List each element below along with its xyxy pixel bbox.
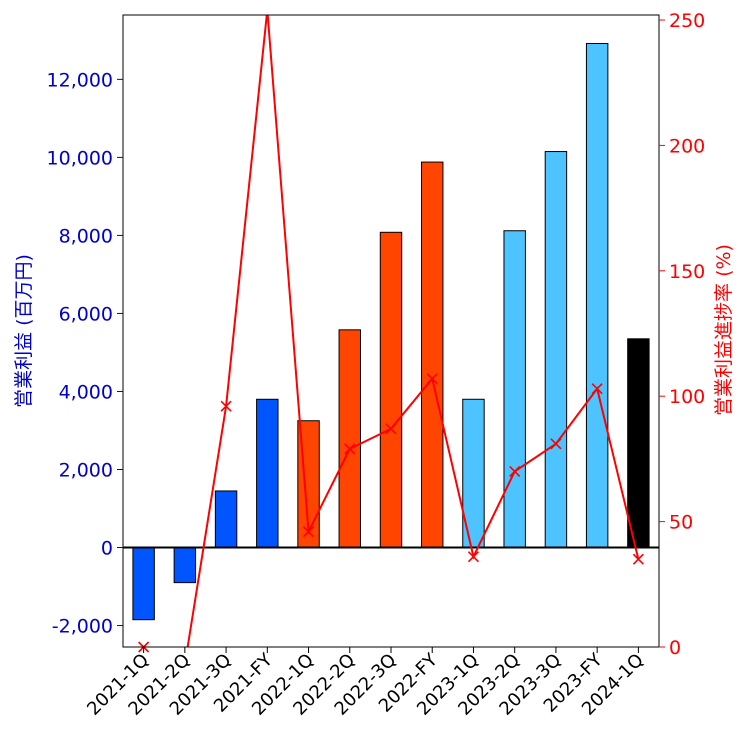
left-tick-label: 12,000	[47, 69, 113, 91]
bar	[214, 490, 238, 549]
right-axis: 0 50 100 150 200 250	[659, 10, 705, 659]
right-tick-label: 50	[669, 512, 693, 534]
left-tick-label: 6,000	[59, 303, 113, 325]
bar	[379, 231, 403, 549]
left-tick-label: 0	[101, 538, 113, 560]
marker-stroke	[509, 465, 521, 478]
ratio-marker	[632, 553, 644, 565]
ratio-marker	[220, 400, 232, 412]
ratio-marker	[302, 526, 315, 538]
marker-stroke	[550, 438, 562, 450]
bar-series	[132, 42, 650, 621]
ratio-marker	[591, 383, 603, 395]
bar	[585, 42, 609, 549]
x-axis: 2021-1Q2021-2Q2021-3Q2021-FY2022-1Q2022-…	[83, 647, 648, 720]
bar	[256, 398, 279, 549]
marker-stroke	[591, 383, 603, 395]
ratio-marker	[426, 373, 438, 385]
left-axis: -2,000 0 2,000 4,000 6,000 8,000 10,000 12,000	[47, 69, 123, 638]
marker-stroke	[302, 526, 315, 538]
right-tick-label: 250	[669, 10, 705, 32]
y-axis-label: 営業利益 (百万円)	[13, 254, 35, 408]
ratio-markers	[138, 373, 644, 653]
marker-stroke	[385, 423, 397, 435]
bar	[503, 230, 526, 549]
ratio-marker	[467, 551, 480, 563]
bar	[421, 161, 444, 549]
left-tick-label: 2,000	[59, 459, 113, 481]
left-tick-label: -2,000	[52, 616, 113, 638]
left-tick-label: 4,000	[59, 381, 113, 403]
bar	[627, 338, 650, 549]
ratio-marker	[344, 443, 356, 455]
marker-stroke	[467, 551, 480, 563]
marker-stroke	[220, 400, 232, 412]
bar	[173, 547, 197, 584]
ratio-marker	[509, 465, 521, 478]
left-tick-label: 10,000	[47, 147, 113, 169]
bar	[132, 547, 155, 621]
ratio-marker	[385, 423, 397, 435]
bar	[544, 151, 568, 549]
marker-stroke	[344, 443, 356, 455]
right-tick-label: 0	[669, 637, 681, 659]
right-tick-label: 100	[669, 386, 705, 408]
right-tick-label: 150	[669, 261, 705, 283]
bar	[338, 329, 361, 549]
right-tick-label: 200	[669, 135, 705, 157]
marker-stroke	[426, 373, 438, 385]
y2-axis-label: 営業利益進捗率 (%)	[713, 244, 735, 416]
left-tick-label: 8,000	[59, 225, 113, 247]
marker-stroke	[632, 553, 644, 565]
ratio-marker	[550, 438, 562, 450]
